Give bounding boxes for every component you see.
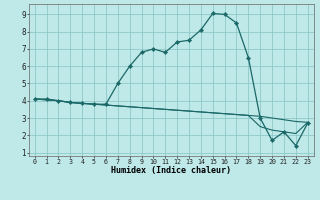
X-axis label: Humidex (Indice chaleur): Humidex (Indice chaleur) (111, 166, 231, 175)
